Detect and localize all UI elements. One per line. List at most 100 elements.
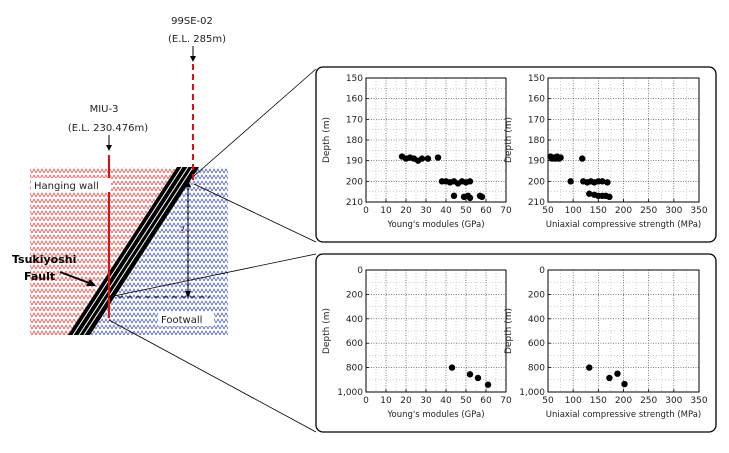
x-tick-label: 30 [420,206,432,216]
y-tick-label: 190 [528,157,545,167]
y-tick-label: 800 [528,364,545,374]
data-point [450,192,458,199]
x-tick-label: 10 [380,396,392,406]
data-point [466,178,474,185]
fault-label-line1: Tsukiyoshi [12,253,76,266]
data-point [621,380,628,388]
scatter-plot-3: 0 10 20 30 40 50 60 70 0 200 400 600 800 1,000 Young's… [322,266,512,420]
y-axis-label: Depth (m) [504,117,514,163]
x-tick-label: 10 [380,206,392,216]
data-point [474,374,482,382]
x-tick-label: 60 [480,206,492,216]
x-tick-label: 40 [440,206,452,216]
y-tick-label: 190 [346,157,363,167]
y-tick-label: 400 [528,315,545,325]
x-tick-label: 200 [615,396,632,406]
x-tick-label: 300 [665,206,682,216]
data-point [478,193,486,201]
y-tick-label: 200 [346,290,363,300]
geology-section [30,167,228,335]
y-tick-label: 160 [346,95,363,105]
x-tick-label: 40 [440,396,452,406]
data-point [604,179,611,186]
data-point [614,370,621,377]
y-tick-label: 210 [346,198,363,208]
data-point [434,154,442,161]
x-tick-label: 300 [665,396,682,406]
y-tick-label: 170 [528,115,545,125]
scatter-plot-2: 50 100 150 200 250 300 350 150 160 170 180 190 200 21… [504,74,708,230]
scatter-plot-1: 0 10 20 30 40 50 60 70 150 160 170 180 190 200 210 Youn… [322,74,512,230]
footwall-label: Footwall [161,315,202,326]
dimension-arrow: ? [109,180,210,298]
y-tick-label: 800 [346,364,363,374]
x-tick-label: 350 [690,396,707,406]
data-point [606,374,613,382]
borehole-miu-3-elevation: (E.L. 230.476m) [68,123,148,134]
x-tick-label: 70 [500,206,512,216]
data-point [586,190,593,197]
borehole-99se-02-elevation: (E.L. 285m) [168,34,226,45]
data-point [466,194,474,202]
y-tick-label: 1,000 [519,388,545,398]
data-point [557,154,564,161]
grid-major [366,270,506,392]
x-tick-label: 50 [542,206,554,216]
x-tick-label: 20 [400,206,412,216]
data-point [424,155,432,162]
y-tick-label: 150 [346,74,363,84]
borehole-99se-02-name: 99SE-02 [171,16,213,27]
x-axis-label: Uniaxial compressive strength (MPa) [546,220,702,230]
x-tick-label: 100 [565,396,582,406]
borehole-miu-3-name: MIU-3 [90,104,119,115]
y-tick-label: 400 [346,315,363,325]
data-point [599,178,606,185]
x-tick-label: 50 [460,396,472,406]
x-tick-label: 30 [420,396,432,406]
grid-minor [366,270,506,392]
data-point [484,381,492,388]
y-tick-label: 0 [539,266,545,276]
y-tick-label: 180 [528,136,545,146]
data-point [586,364,593,371]
data-point [567,178,574,185]
y-tick-label: 180 [346,136,363,146]
unknown-distance-label: ? [180,226,185,236]
data-point [606,193,613,201]
plot-area [365,269,507,393]
hanging-wall-label: Hanging wall [34,181,99,192]
x-tick-label: 150 [590,206,607,216]
x-tick-label: 50 [460,206,472,216]
x-tick-label: 0 [363,396,369,406]
y-tick-label: 170 [346,115,363,125]
hanging-wall-area [30,167,177,335]
x-axis-label: Uniaxial compressive strength (MPa) [546,410,702,420]
x-tick-label: 150 [590,396,607,406]
scatter-plot-4: 50 100 150 200 250 300 350 0 200 400 600 800 1,000 Un… [504,266,708,420]
x-tick-label: 350 [690,206,707,216]
y-tick-label: 600 [346,339,363,349]
y-tick-label: 160 [528,95,545,105]
y-tick-label: 0 [357,266,363,276]
grid-major [548,270,699,392]
y-axis-label: Depth (m) [504,308,514,354]
y-tick-label: 200 [528,177,545,187]
x-tick-label: 200 [615,206,632,216]
x-tick-label: 100 [565,206,582,216]
y-axis-label: Depth (m) [322,117,332,163]
y-tick-label: 200 [346,177,363,187]
x-axis-label: Young's modules (GPa) [386,410,484,420]
y-tick-label: 210 [528,198,545,208]
borehole-99se-02: 99SE-02 (E.L. 285m) [168,16,226,180]
data-point [579,155,586,162]
x-tick-label: 20 [400,396,412,406]
y-axis-label: Depth (m) [322,308,332,354]
x-axis-label: Young's modules (GPa) [386,220,484,230]
x-tick-label: 50 [542,396,554,406]
data-point [448,364,456,371]
fault-label-arrow [59,271,93,285]
x-tick-label: 70 [500,396,512,406]
y-tick-label: 150 [528,74,545,84]
